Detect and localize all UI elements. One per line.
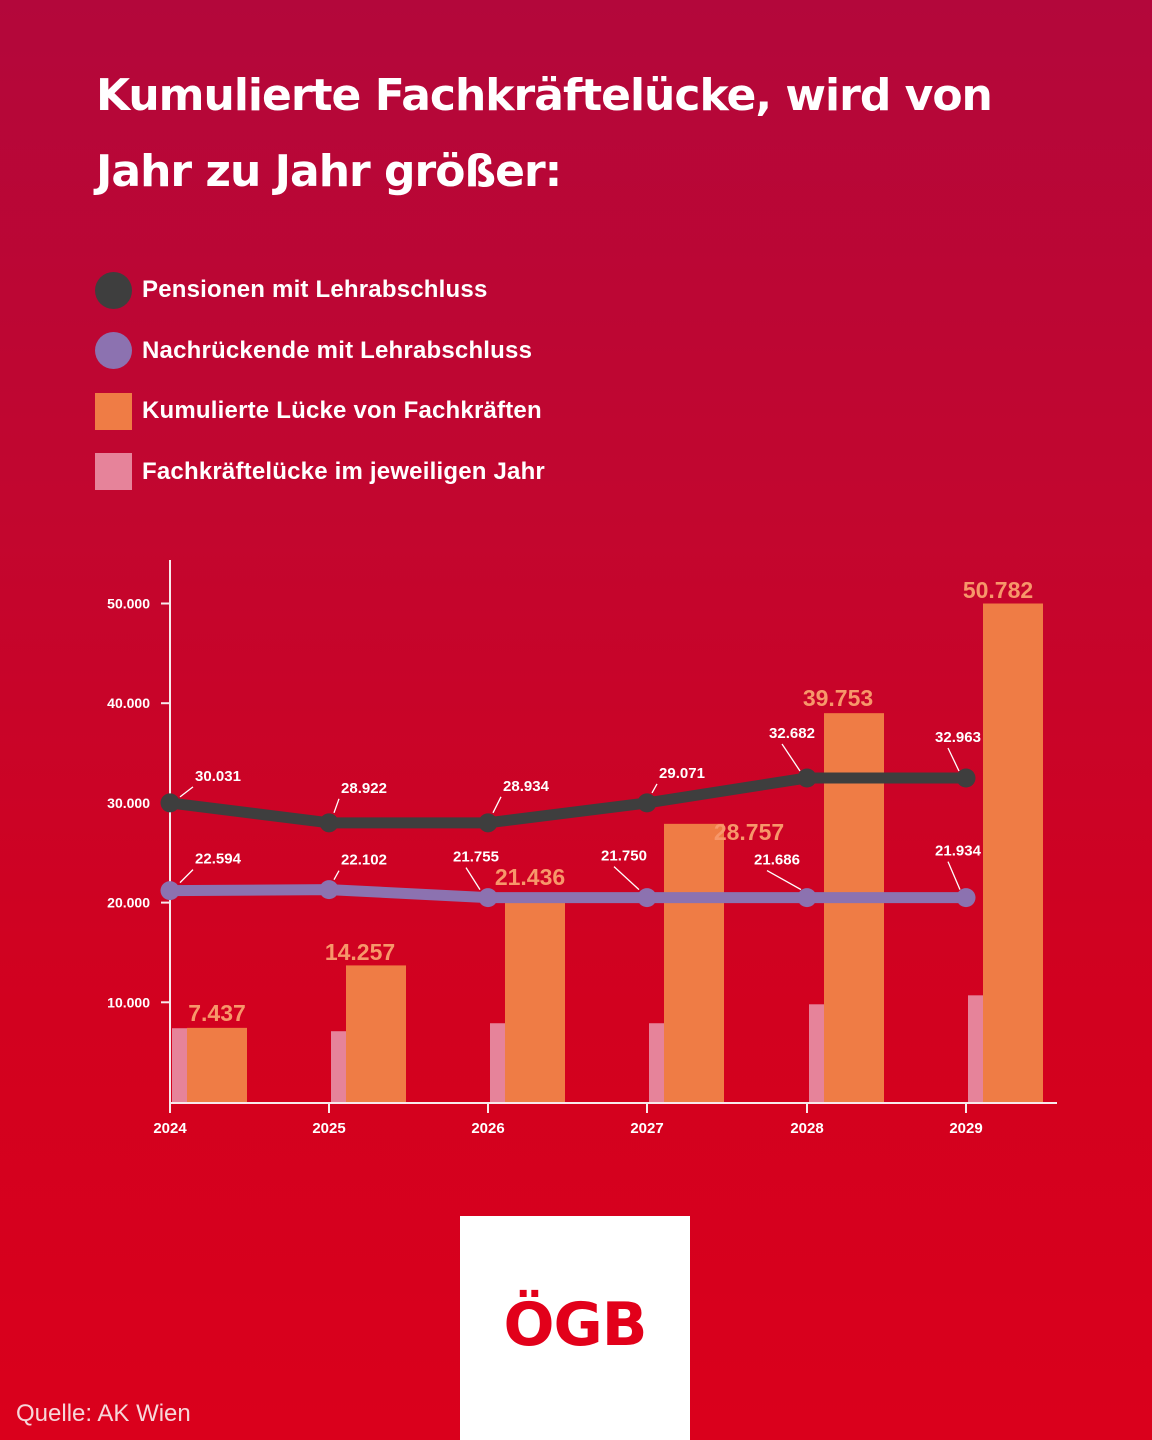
newcomers-leader-line bbox=[947, 861, 961, 890]
oegb-logo: ÖGB bbox=[503, 1290, 648, 1360]
newcomers-value-label: 21.755 bbox=[453, 849, 499, 866]
yearly-gap-bar bbox=[490, 1023, 506, 1102]
pensions-line bbox=[169, 772, 966, 829]
cumulative-value-label: 50.782 bbox=[963, 577, 1033, 603]
cumulative-gap-bar bbox=[505, 901, 565, 1102]
x-tick-label: 2025 bbox=[312, 1120, 345, 1137]
newcomers-leader-line bbox=[766, 870, 802, 891]
legend-label: Nachrückende mit Lehrabschluss bbox=[142, 336, 533, 364]
pensions-point bbox=[319, 813, 339, 833]
cumulative-gap-bar bbox=[983, 603, 1043, 1102]
y-tick-label: 40.000 bbox=[107, 695, 150, 711]
legend-item-yearly-gap: Fachkräftelücke im jeweiligen Jahr bbox=[95, 453, 545, 490]
yearly-gap-bar bbox=[172, 1028, 188, 1102]
chart-area: 10.000 20.000 30.000 40.000 50.000 2024 2025 20… bbox=[107, 560, 1057, 1137]
pensions-value-label: 32.682 bbox=[769, 725, 815, 742]
legend-item-pensions: Pensionen mit Lehrabschluss bbox=[95, 271, 545, 309]
newcomers-value-label: 22.102 bbox=[341, 852, 387, 869]
pensions-point bbox=[160, 793, 180, 813]
cumulative-gap-bar bbox=[664, 823, 724, 1102]
newcomers-leader-line bbox=[613, 866, 640, 891]
newcomers-leader-line bbox=[465, 867, 481, 890]
x-tick-label: 2027 bbox=[630, 1120, 663, 1137]
y-tick-label: 20.000 bbox=[107, 895, 150, 911]
pensions-point bbox=[637, 793, 657, 813]
newcomers-value-label: 22.594 bbox=[195, 851, 242, 868]
legend-item-cumulative-gap: Kumulierte Lücke von Fachkräften bbox=[95, 392, 545, 430]
pensions-value-label: 30.031 bbox=[195, 768, 241, 785]
cumulative-value-label: 28.757 bbox=[714, 819, 784, 845]
x-tick-label: 2028 bbox=[790, 1120, 823, 1137]
cumulative-value-label: 21.436 bbox=[495, 864, 565, 890]
x-tick-label: 2029 bbox=[949, 1120, 982, 1137]
yearly-gap-bar bbox=[968, 995, 984, 1102]
newcomers-point bbox=[319, 880, 339, 900]
cumulative-gap-bar bbox=[187, 1027, 247, 1102]
newcomers-value-label: 21.750 bbox=[601, 848, 647, 865]
pensions-point bbox=[797, 768, 817, 788]
yearly-gap-bar bbox=[809, 1004, 825, 1102]
legend-item-newcomers: Nachrückende mit Lehrabschluss bbox=[95, 332, 545, 369]
pensions-leader-line bbox=[947, 747, 960, 772]
legend-label: Fachkräftelücke im jeweiligen Jahr bbox=[142, 457, 545, 485]
pensions-leader-line bbox=[333, 798, 340, 814]
legend-label: Pensionen mit Lehrabschluss bbox=[142, 276, 488, 303]
legend-swatch-cumulative-gap bbox=[95, 392, 132, 430]
newcomers-point bbox=[637, 888, 657, 908]
pensions-value-label: 32.963 bbox=[935, 729, 981, 746]
yearly-gap-bar bbox=[331, 1031, 347, 1102]
pensions-leader-line bbox=[492, 796, 502, 814]
legend-swatch-pensions bbox=[95, 271, 132, 309]
newcomers-point bbox=[478, 888, 498, 908]
y-tick-label: 10.000 bbox=[107, 994, 150, 1010]
cumulative-value-label: 14.257 bbox=[325, 939, 395, 965]
pensions-value-label: 28.922 bbox=[341, 780, 387, 797]
pensions-value-label: 29.071 bbox=[659, 765, 705, 782]
x-tick-label: 2024 bbox=[153, 1120, 187, 1137]
pensions-leader-line bbox=[179, 786, 194, 798]
legend-swatch-yearly-gap bbox=[95, 453, 132, 490]
newcomers-line bbox=[169, 884, 966, 904]
cumulative-value-label: 39.753 bbox=[803, 685, 873, 711]
yearly-gap-bar bbox=[649, 1023, 665, 1102]
newcomers-value-label: 21.934 bbox=[935, 843, 982, 860]
pensions-leader-line bbox=[781, 743, 801, 772]
cumulative-gap-bar bbox=[346, 965, 406, 1102]
y-tick-label: 50.000 bbox=[107, 596, 150, 612]
newcomers-leader-line bbox=[333, 870, 340, 880]
source-note: Quelle: AK Wien bbox=[16, 1400, 191, 1427]
logo-box: ÖGB bbox=[460, 1216, 690, 1440]
newcomers-point bbox=[956, 888, 976, 908]
pensions-point bbox=[478, 813, 498, 833]
pensions-value-label: 28.934 bbox=[503, 778, 550, 795]
cumulative-value-label: 7.437 bbox=[188, 1000, 246, 1026]
pensions-point bbox=[956, 768, 976, 788]
y-tick-label: 30.000 bbox=[107, 795, 150, 811]
cumulative-gap-bar bbox=[824, 713, 884, 1102]
legend-swatch-newcomers bbox=[95, 332, 132, 369]
newcomers-point bbox=[160, 881, 180, 901]
newcomers-value-label: 21.686 bbox=[754, 852, 800, 869]
chart-title: Kumulierte Fachkräftelücke, wird von Jah… bbox=[96, 70, 993, 197]
x-tick-label: 2026 bbox=[471, 1120, 504, 1137]
legend: Pensionen mit Lehrabschluss Nachrückende… bbox=[95, 271, 545, 514]
newcomers-point bbox=[797, 888, 817, 908]
legend-label: Kumulierte Lücke von Fachkräften bbox=[142, 397, 542, 424]
newcomers-leader-line bbox=[179, 869, 194, 884]
pensions-leader-line bbox=[651, 783, 658, 794]
